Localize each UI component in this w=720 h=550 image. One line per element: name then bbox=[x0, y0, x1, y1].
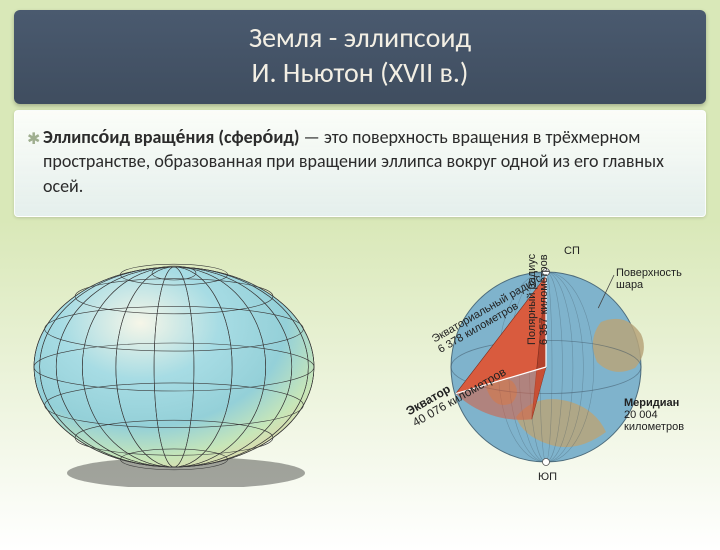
polar-radius-title: Полярный радиус bbox=[526, 254, 538, 345]
polar-radius-value: 6 357 километров bbox=[538, 254, 550, 345]
figures-row: СП ЮП Поверхность шара Экваториальный ра… bbox=[0, 217, 720, 487]
meridian-title: Меридиан bbox=[624, 397, 706, 409]
title-line-2: И. Ньютон (XVII в.) bbox=[34, 55, 686, 90]
definition-term: Эллипсо́ид враще́ния (сферо́ид) bbox=[43, 126, 299, 148]
ellipsoid-figure bbox=[14, 227, 334, 487]
definition-block: ✱ Эллипсо́ид враще́ния (сферо́ид) — это … bbox=[14, 110, 706, 217]
title-block: Земля - эллипсоид И. Ньютон (XVII в.) bbox=[14, 10, 706, 104]
north-pole-label: СП bbox=[564, 245, 580, 257]
south-pole-label: ЮП bbox=[538, 471, 557, 483]
title-line-1: Земля - эллипсоид bbox=[34, 20, 686, 55]
ellipsoid-svg bbox=[14, 227, 334, 487]
globe-figure: СП ЮП Поверхность шара Экваториальный ра… bbox=[366, 227, 706, 487]
bullet-icon: ✱ bbox=[27, 129, 40, 151]
surface-label: Поверхность шара bbox=[616, 267, 696, 291]
ellipsoid-body bbox=[34, 267, 314, 467]
meridian-value: 20 004 километров bbox=[624, 409, 706, 433]
